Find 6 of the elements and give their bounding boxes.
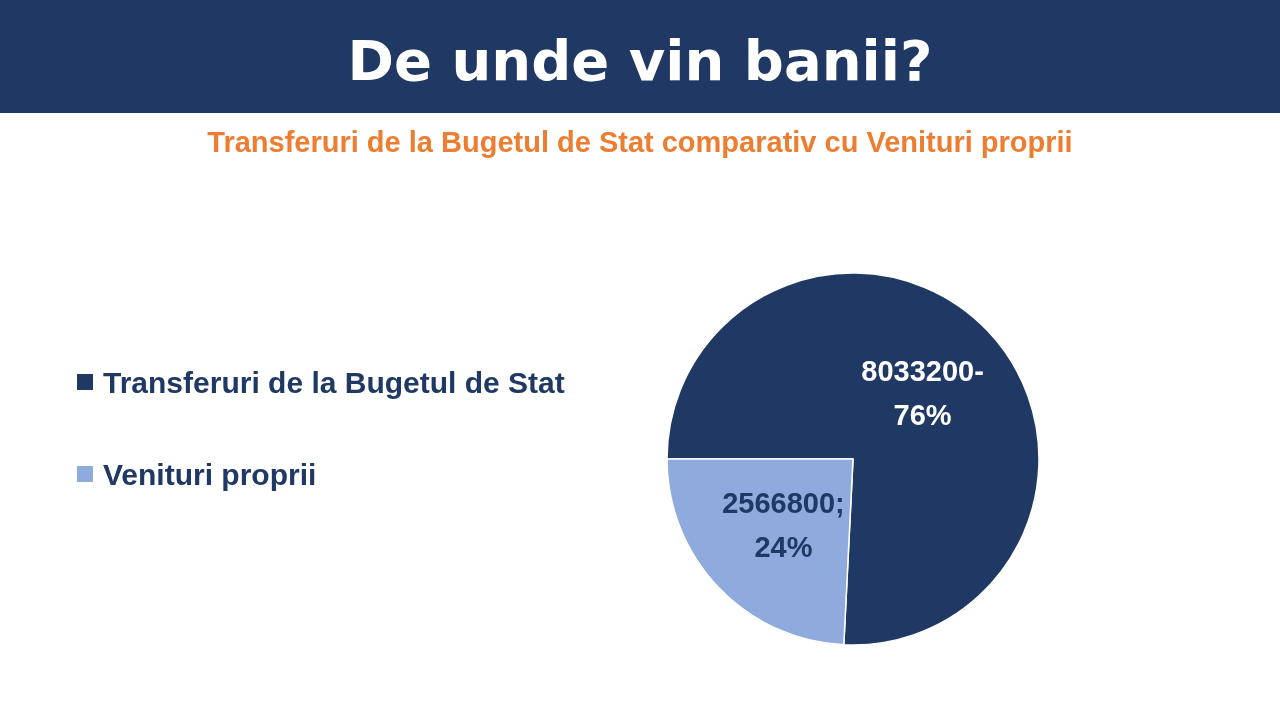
data-label: 2566800; 24%	[722, 487, 845, 564]
chart-subtitle: Transferuri de la Bugetul de Stat comparativ cu Venituri proprii	[207, 125, 1073, 160]
legend-label: Transferuri de la Bugetul de Stat	[103, 365, 565, 399]
chart-title: De unde vin banii?	[347, 27, 933, 94]
legend-label: Venituri proprii	[103, 457, 317, 491]
data-label: 8033200- 76%	[861, 354, 984, 431]
